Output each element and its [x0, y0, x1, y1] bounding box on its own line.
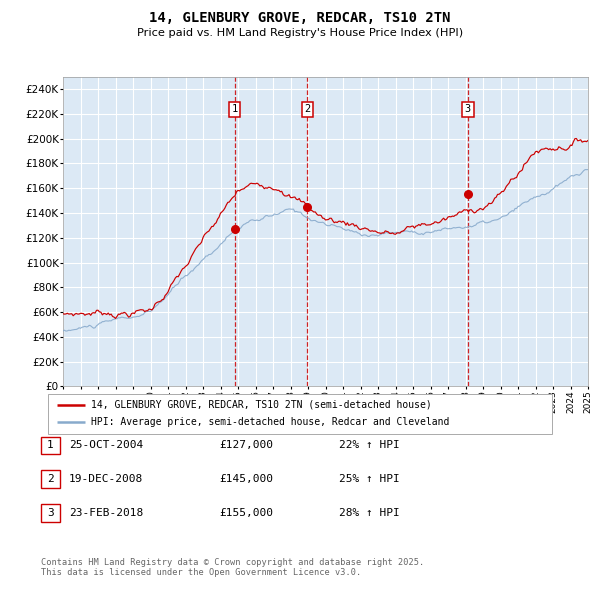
Text: £155,000: £155,000: [219, 508, 273, 517]
Text: 25% ↑ HPI: 25% ↑ HPI: [339, 474, 400, 484]
Text: £127,000: £127,000: [219, 441, 273, 450]
Text: Price paid vs. HM Land Registry's House Price Index (HPI): Price paid vs. HM Land Registry's House …: [137, 28, 463, 38]
Text: 1: 1: [232, 104, 238, 114]
Text: 2: 2: [47, 474, 54, 484]
Text: 1: 1: [47, 441, 54, 450]
Text: 28% ↑ HPI: 28% ↑ HPI: [339, 508, 400, 517]
Text: Contains HM Land Registry data © Crown copyright and database right 2025.
This d: Contains HM Land Registry data © Crown c…: [41, 558, 424, 577]
Text: 25-OCT-2004: 25-OCT-2004: [69, 441, 143, 450]
Text: 22% ↑ HPI: 22% ↑ HPI: [339, 441, 400, 450]
Text: 2: 2: [304, 104, 310, 114]
Text: 19-DEC-2008: 19-DEC-2008: [69, 474, 143, 484]
Text: 14, GLENBURY GROVE, REDCAR, TS10 2TN (semi-detached house): 14, GLENBURY GROVE, REDCAR, TS10 2TN (se…: [91, 400, 432, 410]
Text: 23-FEB-2018: 23-FEB-2018: [69, 508, 143, 517]
Text: £145,000: £145,000: [219, 474, 273, 484]
Text: 3: 3: [465, 104, 471, 114]
Text: HPI: Average price, semi-detached house, Redcar and Cleveland: HPI: Average price, semi-detached house,…: [91, 417, 449, 427]
Text: 14, GLENBURY GROVE, REDCAR, TS10 2TN: 14, GLENBURY GROVE, REDCAR, TS10 2TN: [149, 11, 451, 25]
Text: 3: 3: [47, 508, 54, 517]
